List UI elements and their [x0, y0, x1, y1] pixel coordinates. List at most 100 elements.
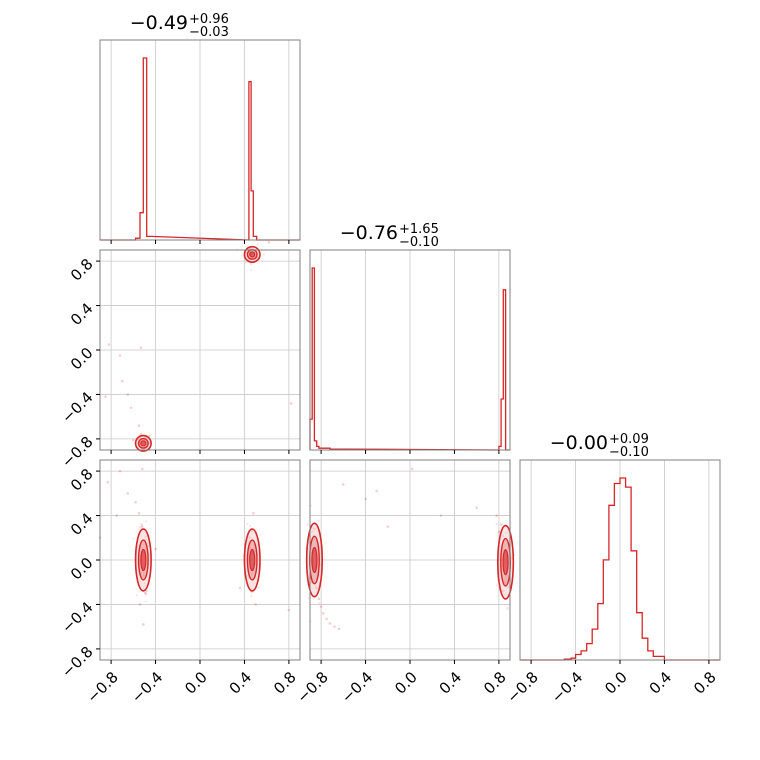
sample-point: [256, 543, 259, 546]
sample-point: [145, 593, 148, 596]
panel-title-upper-error: +0.96: [189, 12, 229, 27]
sample-point: [501, 535, 504, 538]
sample-point: [144, 538, 147, 541]
y-tick-label: −0.8: [58, 643, 96, 681]
density-panel-2-1: −0.8 −0.4 0.0 0.4 0.8: [293, 459, 516, 707]
x-tick-label: −0.8: [503, 668, 541, 706]
x-tick-label: 0.0: [601, 668, 631, 698]
panel-title-value: −0.49: [130, 12, 188, 34]
panel-title-lower-error: −0.10: [399, 235, 439, 250]
histogram-panel-2: −0.8 −0.4 0.0 0.4 0.8 −0.00 +0.09−0.10: [503, 432, 721, 707]
sample-point: [317, 580, 320, 583]
sample-point: [289, 402, 293, 405]
x-tick-label: 0.4: [436, 668, 466, 698]
sample-point: [132, 537, 135, 540]
y-tick-label: 0.4: [67, 509, 97, 539]
sample-point: [154, 547, 157, 551]
sample-point: [144, 600, 147, 603]
sample-point: [313, 527, 316, 531]
panel-title-lower-error: −0.03: [189, 25, 229, 40]
sample-point: [250, 595, 253, 598]
sample-point: [238, 586, 242, 590]
sample-point: [146, 544, 150, 547]
x-tick-label: −0.4: [338, 668, 376, 706]
sample-point: [147, 545, 150, 548]
sample-point: [439, 514, 443, 517]
sample-point: [506, 607, 509, 611]
sample-point: [314, 584, 317, 587]
sample-point: [126, 393, 130, 396]
sample-point: [248, 524, 252, 527]
sample-point: [307, 596, 310, 600]
sample-point: [287, 608, 291, 612]
sample-point: [499, 523, 503, 526]
sample-point: [317, 597, 321, 601]
sample-point: [248, 536, 251, 539]
sample-point: [506, 586, 509, 589]
sample-point: [501, 533, 505, 536]
sample-point: [322, 612, 325, 615]
sample-point: [145, 589, 149, 593]
sample-point: [251, 591, 254, 594]
panel-title-upper-error: +1.65: [399, 222, 439, 237]
y-tick-label: 0.0: [67, 554, 97, 584]
sample-point: [495, 584, 499, 587]
sample-point: [342, 483, 345, 486]
sample-point: [318, 602, 321, 605]
y-tick-label: −0.4: [58, 598, 96, 636]
sample-point: [250, 268, 253, 272]
y-tick-label: 0.8: [67, 255, 97, 285]
sample-point: [337, 627, 341, 631]
sample-point: [495, 522, 498, 526]
panel-title-value: −0.76: [340, 222, 398, 244]
sample-point: [137, 424, 141, 427]
contour-inner: [140, 440, 147, 447]
sample-point: [248, 536, 251, 539]
density-panel-1-0: −0.8 −0.4 0.0 0.4 0.8: [58, 240, 301, 471]
y-tick-label: −0.4: [58, 388, 96, 426]
sample-point: [312, 533, 315, 536]
sample-point: [314, 586, 317, 589]
sample-point: [267, 240, 271, 244]
sample-point: [254, 603, 257, 606]
sample-point: [140, 525, 144, 528]
sample-point: [148, 434, 151, 437]
sample-point: [145, 520, 148, 523]
histogram-panel-1: −0.76 +1.65−0.10: [309, 222, 511, 454]
sample-point: [317, 519, 320, 522]
sample-point: [319, 605, 323, 608]
sample-point: [145, 538, 148, 541]
histogram-panel-0: −0.49 +0.96−0.03: [99, 12, 301, 244]
x-tick-label: −0.8: [83, 668, 121, 706]
sample-point: [310, 587, 313, 590]
sample-point: [306, 523, 309, 526]
sample-point: [364, 497, 367, 501]
contour-inner: [311, 546, 318, 574]
x-tick-label: 0.4: [226, 668, 256, 698]
contour-inner: [249, 251, 256, 258]
sample-point: [262, 253, 266, 256]
histogram-step-line: [520, 477, 720, 661]
sample-point: [132, 438, 135, 442]
sample-point: [143, 582, 146, 585]
x-tick-label: 0.0: [181, 668, 211, 698]
sample-point: [144, 592, 147, 595]
sample-point: [410, 467, 414, 471]
density-panel-2-0: −0.8−0.40.00.40.8−0.8 −0.4 0.0 0.4 0.8: [58, 459, 301, 707]
sample-point: [250, 529, 254, 533]
contour-inner: [502, 549, 509, 576]
sample-point: [325, 617, 328, 621]
sample-point: [106, 480, 110, 484]
sample-point: [315, 586, 318, 590]
contour-inner: [249, 548, 256, 572]
sample-point: [252, 582, 255, 585]
sample-point: [319, 546, 322, 549]
sample-point: [498, 529, 501, 532]
sample-point: [495, 514, 498, 517]
x-tick-label: −0.4: [548, 668, 586, 706]
sample-point: [118, 354, 122, 357]
histogram-step-line: [309, 267, 510, 451]
x-tick-label: 0.8: [690, 668, 720, 698]
sample-point: [505, 531, 508, 535]
